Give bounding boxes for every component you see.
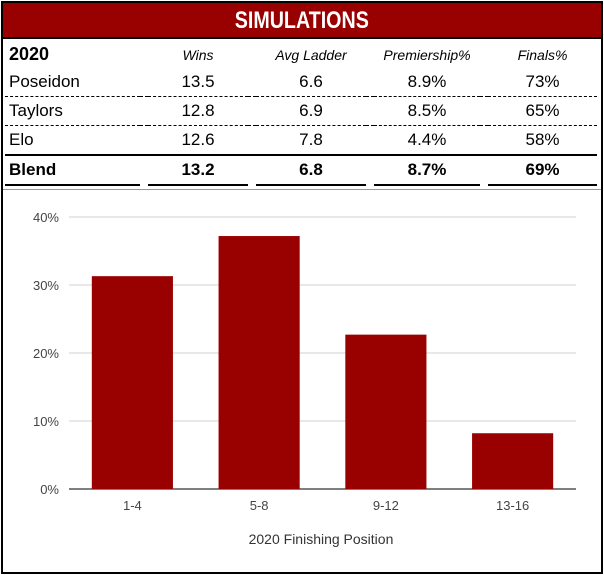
y-tick-label: 20% <box>33 346 59 361</box>
cell-finals: 69% <box>488 155 597 186</box>
cell-avg-ladder: 6.6 <box>256 68 366 97</box>
bar-5-8[interactable] <box>218 236 300 489</box>
cell-premiership: 8.7% <box>374 155 480 186</box>
cell-finals: 73% <box>488 68 597 97</box>
cell-wins: 13.5 <box>148 68 248 97</box>
cell-avg-ladder: 6.9 <box>256 96 366 126</box>
cell-premiership: 8.5% <box>374 96 480 126</box>
col-header-avg-ladder: Avg Ladder <box>275 46 347 63</box>
bar-13-16[interactable] <box>472 433 554 489</box>
table-row: Poseidon 13.5 6.6 8.9% 73% <box>5 68 597 97</box>
x-axis-title: 2020 Finishing Position <box>249 531 394 547</box>
cell-finals: 58% <box>488 125 597 156</box>
y-tick-label: 0% <box>40 482 59 497</box>
cell-wins: 13.2 <box>148 155 248 186</box>
row-name: Poseidon <box>5 68 140 97</box>
simulation-table: 2020 Wins Avg Ladder Premiership% Finals… <box>5 41 597 186</box>
cell-avg-ladder: 6.8 <box>256 155 366 186</box>
finishing-position-chart: 0% 10% 20% 30% 40% 1-4 5-8 9-12 13-16 2020 Finis… <box>33 210 576 547</box>
cell-finals: 65% <box>488 96 597 126</box>
chart-area: 0% 10% 20% 30% 40% 1-4 5-8 9-12 13-16 2020 Finis… <box>3 189 601 573</box>
x-tick-label: 9-12 <box>373 498 399 513</box>
table-row: Elo 12.6 7.8 4.4% 58% <box>5 125 597 156</box>
blend-row: Blend 13.2 6.8 8.7% 69% <box>5 155 597 186</box>
table-row: Taylors 12.8 6.9 8.5% 65% <box>5 96 597 126</box>
row-name: Taylors <box>5 96 140 126</box>
y-tick-label: 10% <box>33 414 59 429</box>
cell-wins: 12.8 <box>148 96 248 126</box>
bar-9-12[interactable] <box>345 334 427 489</box>
panel-title: SIMULATIONS <box>3 3 601 39</box>
y-tick-label: 30% <box>33 278 59 293</box>
y-tick-label: 40% <box>33 210 59 225</box>
cell-avg-ladder: 7.8 <box>256 125 366 156</box>
x-tick-label: 5-8 <box>250 498 269 513</box>
table-year: 2020 <box>9 44 50 64</box>
cell-wins: 12.6 <box>148 125 248 156</box>
col-header-premiership: Premiership% <box>383 46 471 63</box>
col-header-wins: Wins <box>182 46 214 63</box>
cell-premiership: 4.4% <box>374 125 480 156</box>
col-header-finals: Finals% <box>517 46 568 63</box>
cell-premiership: 8.9% <box>374 68 480 97</box>
row-name: Blend <box>5 155 140 186</box>
x-tick-label: 13-16 <box>496 498 529 513</box>
row-name: Elo <box>5 125 140 156</box>
bar-1-4[interactable] <box>91 276 173 489</box>
x-tick-label: 1-4 <box>123 498 142 513</box>
